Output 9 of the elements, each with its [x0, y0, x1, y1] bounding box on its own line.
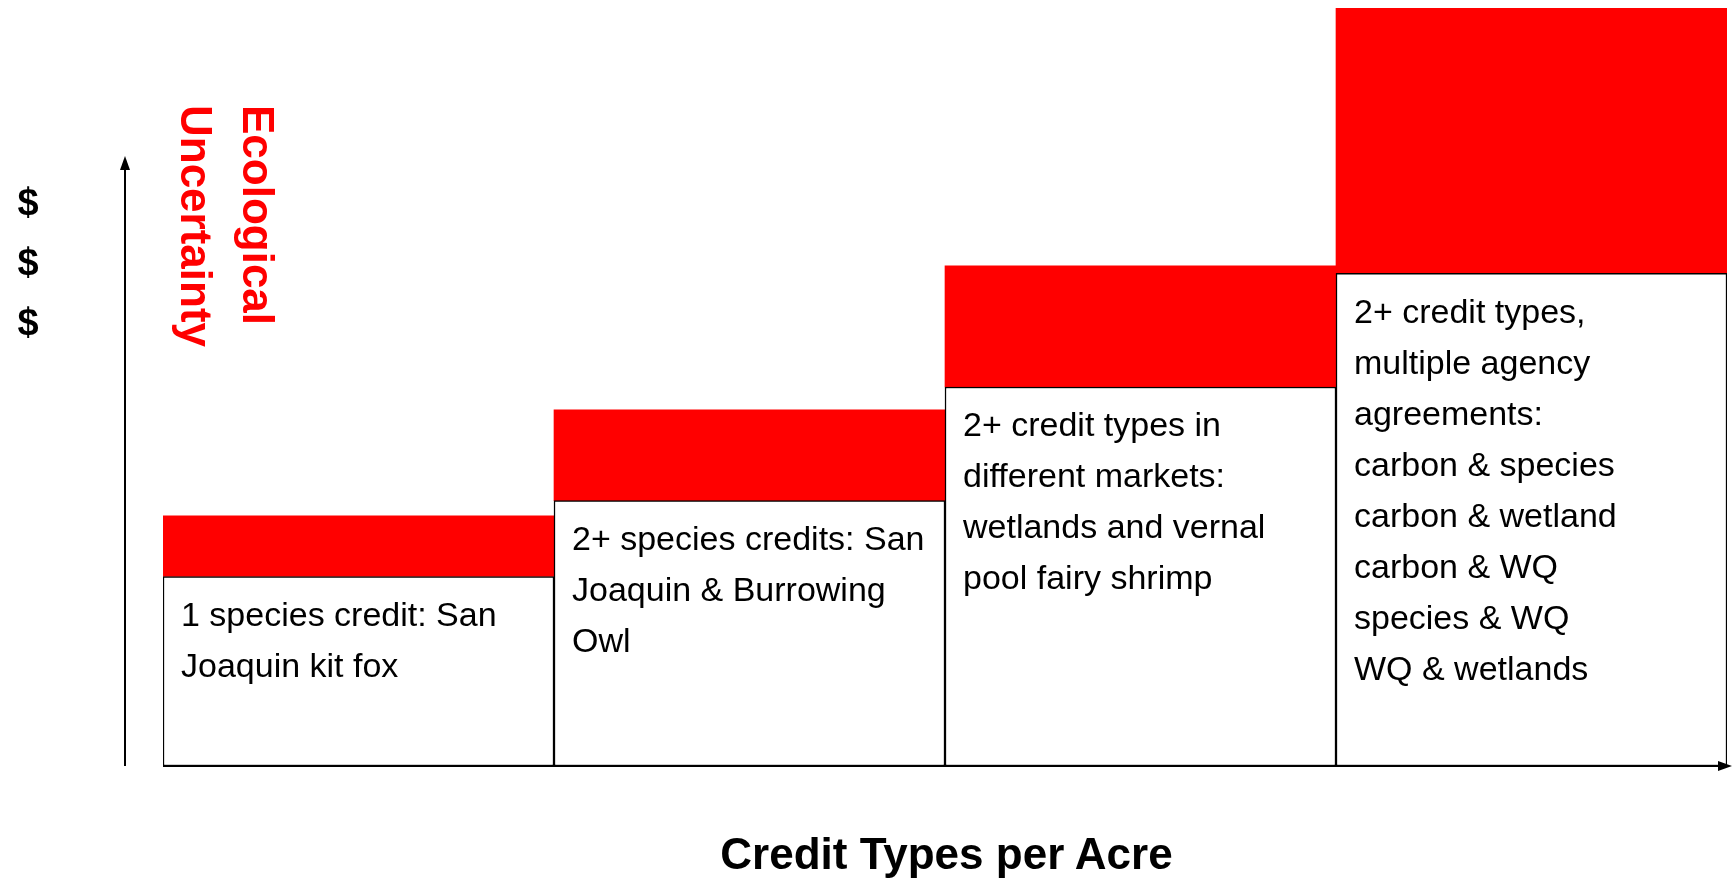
bar [553, 409, 946, 502]
x-tick-label: 2+ credit types in different markets: wetlands and vernal pool fairy shrimp [962, 405, 1266, 597]
bar [163, 515, 555, 577]
x-tick-label: 1 species credit: San Joaquin kit fox [181, 594, 497, 684]
x-tick-label: 2+ credit types, multiple agency agreements: carbon & species carbon & wetland carbon & WQ species & WQ WQ & wetlands [1354, 291, 1617, 687]
text: Ecological Uncertainty [171, 105, 283, 348]
x-tick-label: 2+ species credits: San Joaquin & Burrowing Owl [572, 519, 925, 660]
y-axis-title: $ $ $ [17, 181, 39, 344]
x-axis-title: Credit Types per Acre [720, 829, 1173, 879]
